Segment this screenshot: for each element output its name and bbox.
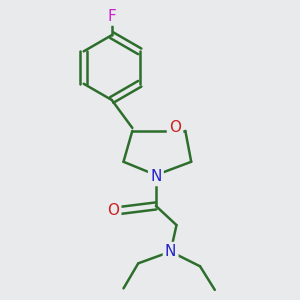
Text: F: F	[107, 8, 116, 23]
Text: N: N	[165, 244, 176, 259]
Text: O: O	[107, 203, 119, 218]
Text: N: N	[150, 169, 162, 184]
Text: O: O	[169, 120, 181, 135]
